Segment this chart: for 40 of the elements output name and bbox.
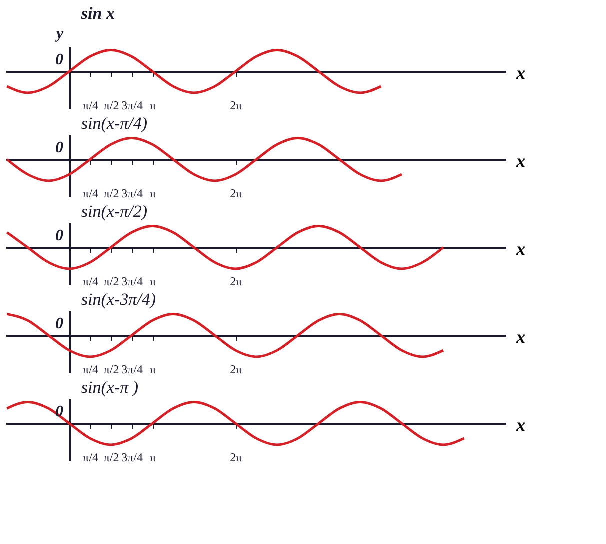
x-axis-title: x [516, 151, 526, 172]
x-tick-label: π/2 [104, 274, 120, 288]
x-axis-title: x [516, 415, 526, 436]
x-axis-title: x [516, 327, 526, 348]
x-axis-title: x [516, 63, 526, 84]
x-tick-label: π/4 [83, 362, 98, 376]
x-tick-label: π/2 [104, 450, 120, 464]
y-axis-title: y [54, 26, 64, 42]
x-tick-label: 2π [230, 362, 242, 376]
chart-title: sin(x-π/4) [81, 114, 148, 133]
x-tick-label: π/2 [104, 362, 120, 376]
x-tick-label: 2π [230, 186, 242, 200]
x-tick-label: 2π [230, 98, 242, 112]
x-tick-label: π/2 [104, 186, 120, 200]
chart-title: sin(x-π ) [81, 378, 139, 397]
x-tick-label: 2π [230, 274, 242, 288]
chart-title: sin(x-3π/4) [81, 290, 156, 309]
x-tick-label: π [150, 450, 156, 464]
x-tick-label: 3π/4 [122, 98, 144, 112]
x-tick-label: π [150, 186, 156, 200]
chart-title: sin(x-π/2) [81, 202, 148, 221]
x-tick-label: 3π/4 [122, 186, 144, 200]
x-tick-label: π/4 [83, 186, 98, 200]
x-tick-label: π/4 [83, 274, 98, 288]
x-axis-title: x [516, 239, 526, 260]
x-tick-label: π/2 [104, 98, 120, 112]
x-tick-label: 3π/4 [122, 362, 144, 376]
annotation: 0 [55, 316, 64, 333]
annotation: 0 [55, 52, 64, 69]
x-tick-label: 2π [230, 450, 242, 464]
x-tick-label: π/4 [83, 450, 98, 464]
annotation: 0 [55, 140, 64, 157]
x-tick-label: π/4 [83, 98, 98, 112]
x-tick-label: 3π/4 [122, 274, 144, 288]
chart-title: sin x [80, 4, 116, 23]
x-tick-label: π [150, 98, 156, 112]
annotation: 0 [55, 228, 64, 245]
x-tick-label: π [150, 274, 156, 288]
x-tick-label: 3π/4 [122, 450, 144, 464]
x-tick-label: π [150, 362, 156, 376]
